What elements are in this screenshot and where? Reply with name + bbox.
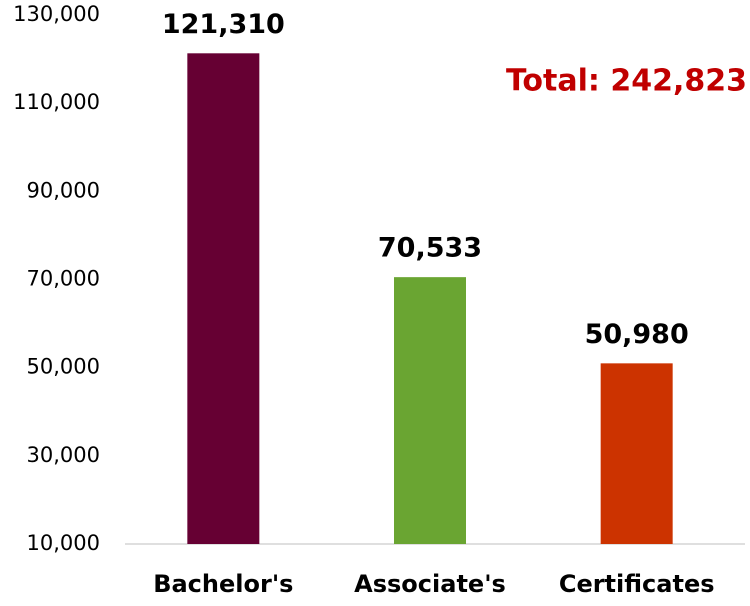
y-tick-label: 30,000 [27,443,100,467]
x-tick-label: Certificates [559,570,715,598]
y-tick-label: 90,000 [27,178,100,202]
value-label: 70,533 [378,233,482,264]
y-tick-label: 70,000 [27,267,100,291]
bar [394,277,466,544]
y-tick-label: 50,000 [27,355,100,379]
x-tick-label: Associate's [354,570,506,598]
x-tick-label: Bachelor's [153,570,293,598]
y-tick-label: 10,000 [27,531,100,555]
value-label: 121,310 [162,9,285,40]
value-label: 50,980 [585,319,689,350]
annotation: Total: 242,823 [506,64,747,99]
y-tick-label: 130,000 [13,2,100,26]
bar [187,53,260,545]
bar [600,363,673,544]
y-tick-label: 110,000 [13,90,100,114]
